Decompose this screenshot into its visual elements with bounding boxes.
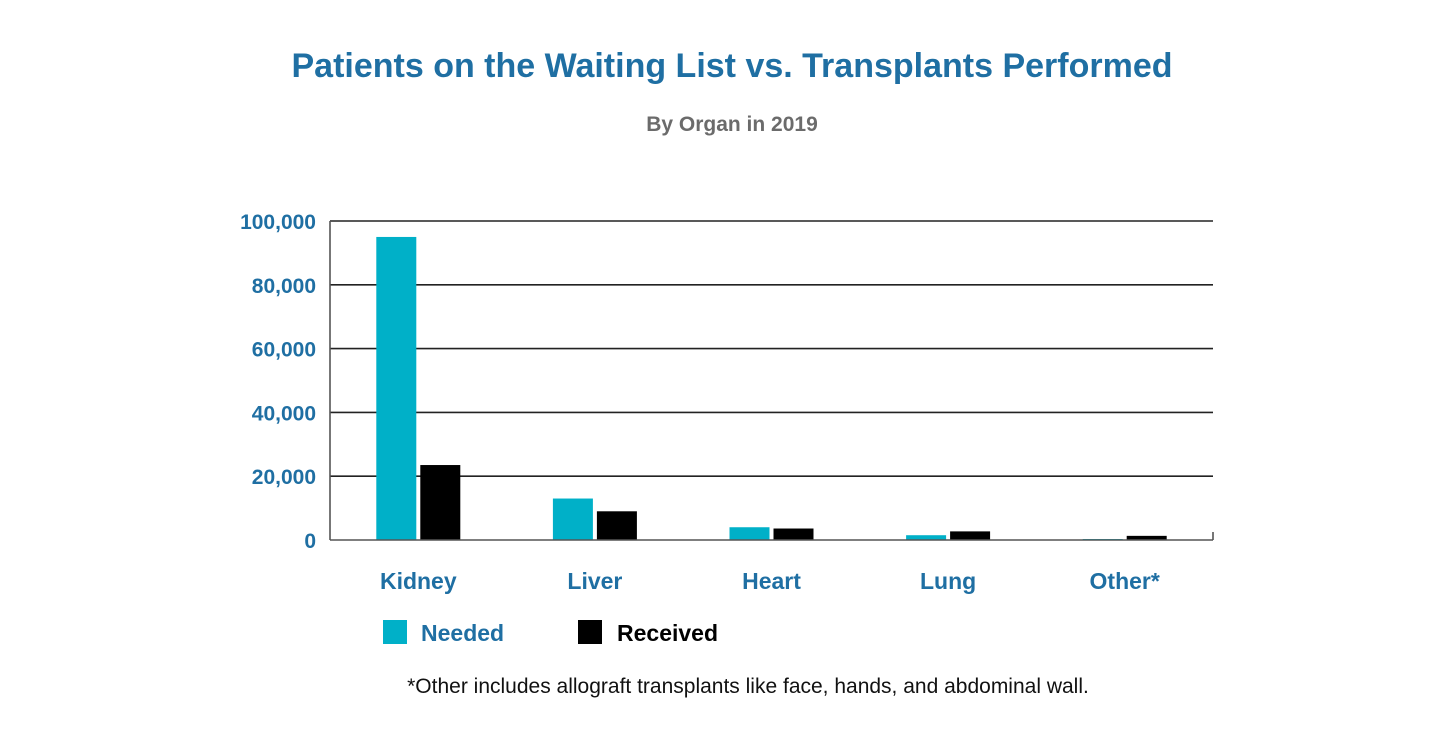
- y-tick-label: 100,000: [240, 211, 316, 234]
- y-tick-labels: 0 20,000 40,000 60,000 80,000 100,000: [240, 211, 316, 553]
- x-category-label: Kidney: [380, 568, 457, 594]
- y-tick-label: 0: [304, 530, 316, 553]
- bar-needed-kidney: [376, 236, 417, 540]
- gridlines: [330, 220, 1213, 478]
- legend-swatch-received: [578, 620, 602, 644]
- x-category-label: Lung: [920, 568, 976, 594]
- legend-swatch-needed: [383, 620, 407, 644]
- y-tick-label: 40,000: [252, 402, 316, 425]
- y-tick-label: 60,000: [252, 339, 316, 362]
- footnote: *Other includes allograft transplants li…: [407, 675, 1089, 698]
- bar-received-heart: [773, 528, 814, 540]
- legend-label-needed: Needed: [421, 620, 504, 646]
- bar-received-liver: [596, 511, 637, 540]
- bar-received-kidney: [420, 465, 461, 540]
- bars: [376, 236, 1167, 540]
- x-category-labels: Kidney Liver Heart Lung Other*: [380, 568, 1160, 594]
- bar-needed-lung: [906, 535, 947, 540]
- chart-subtitle: By Organ in 2019: [646, 113, 818, 136]
- y-tick-label: 20,000: [252, 466, 316, 489]
- x-category-label: Other*: [1090, 568, 1160, 594]
- x-category-label: Heart: [742, 568, 801, 594]
- y-tick-label: 80,000: [252, 275, 316, 298]
- legend: Needed Received: [383, 620, 718, 646]
- bar-needed-heart: [729, 527, 770, 540]
- axes: [329, 221, 1214, 541]
- x-category-label: Liver: [567, 568, 622, 594]
- chart-title: Patients on the Waiting List vs. Transpl…: [291, 47, 1172, 85]
- bar-received-other: [1126, 535, 1167, 540]
- bar-received-lung: [950, 531, 991, 540]
- bar-needed-liver: [552, 498, 593, 540]
- legend-label-received: Received: [617, 620, 718, 646]
